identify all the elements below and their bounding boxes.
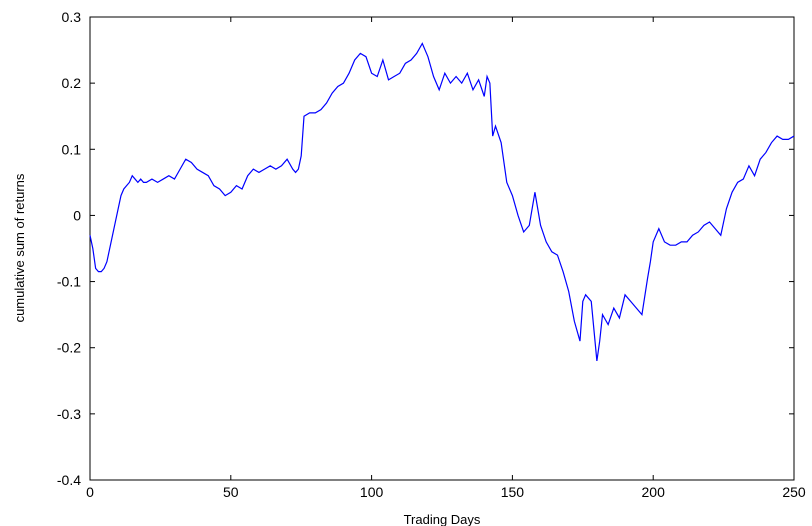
x-tick-label: 0 [86,484,94,500]
y-tick-label: 0 [73,207,81,223]
y-tick-label: 0.3 [62,9,82,25]
x-tick-label: 250 [782,484,806,500]
y-axis-label: cumulative sum of returns [12,173,27,322]
x-tick-label: 100 [360,484,384,500]
x-tick-label: 50 [223,484,239,500]
x-tick-label: 150 [501,484,525,500]
plot-area [89,16,795,481]
y-tick-label: -0.2 [57,340,81,356]
y-tick-label: -0.1 [57,274,81,290]
y-tick-label: -0.3 [57,406,81,422]
y-tick-label: 0.2 [62,75,82,91]
x-axis-label: Trading Days [404,512,481,526]
x-axis: 0 50 100 150 200 250 [86,17,806,500]
y-axis: -0.4 -0.3 -0.2 -0.1 0 0.1 0.2 0.3 [57,9,794,488]
x-tick-label: 200 [642,484,666,500]
y-tick-label: 0.1 [62,141,82,157]
y-tick-label: -0.4 [57,472,81,488]
series-line [89,42,795,362]
